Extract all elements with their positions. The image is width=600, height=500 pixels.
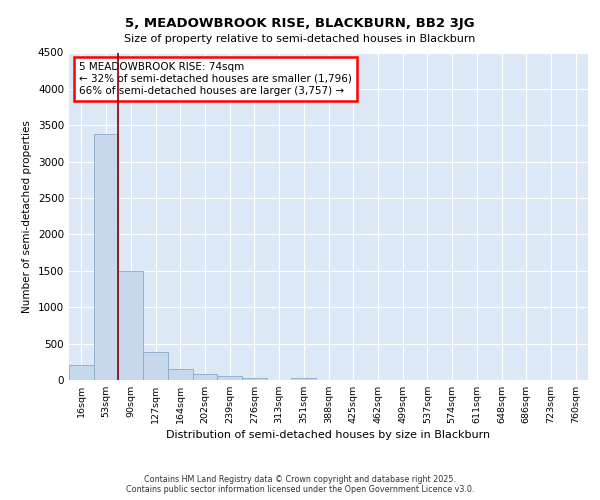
Bar <box>143 352 168 380</box>
Text: 5, MEADOWBROOK RISE, BLACKBURN, BB2 3JG: 5, MEADOWBROOK RISE, BLACKBURN, BB2 3JG <box>125 18 475 30</box>
Text: Contains HM Land Registry data © Crown copyright and database right 2025.
Contai: Contains HM Land Registry data © Crown c… <box>126 474 474 494</box>
Bar <box>69 366 94 380</box>
Bar <box>118 271 143 380</box>
Bar <box>94 134 118 380</box>
Bar <box>292 378 316 380</box>
X-axis label: Distribution of semi-detached houses by size in Blackburn: Distribution of semi-detached houses by … <box>166 430 491 440</box>
Text: Size of property relative to semi-detached houses in Blackburn: Size of property relative to semi-detach… <box>124 34 476 44</box>
Bar <box>193 374 217 380</box>
Bar <box>168 369 193 380</box>
Bar <box>242 378 267 380</box>
Bar <box>217 376 242 380</box>
Y-axis label: Number of semi-detached properties: Number of semi-detached properties <box>22 120 32 312</box>
Text: 5 MEADOWBROOK RISE: 74sqm
← 32% of semi-detached houses are smaller (1,796)
66% : 5 MEADOWBROOK RISE: 74sqm ← 32% of semi-… <box>79 62 352 96</box>
